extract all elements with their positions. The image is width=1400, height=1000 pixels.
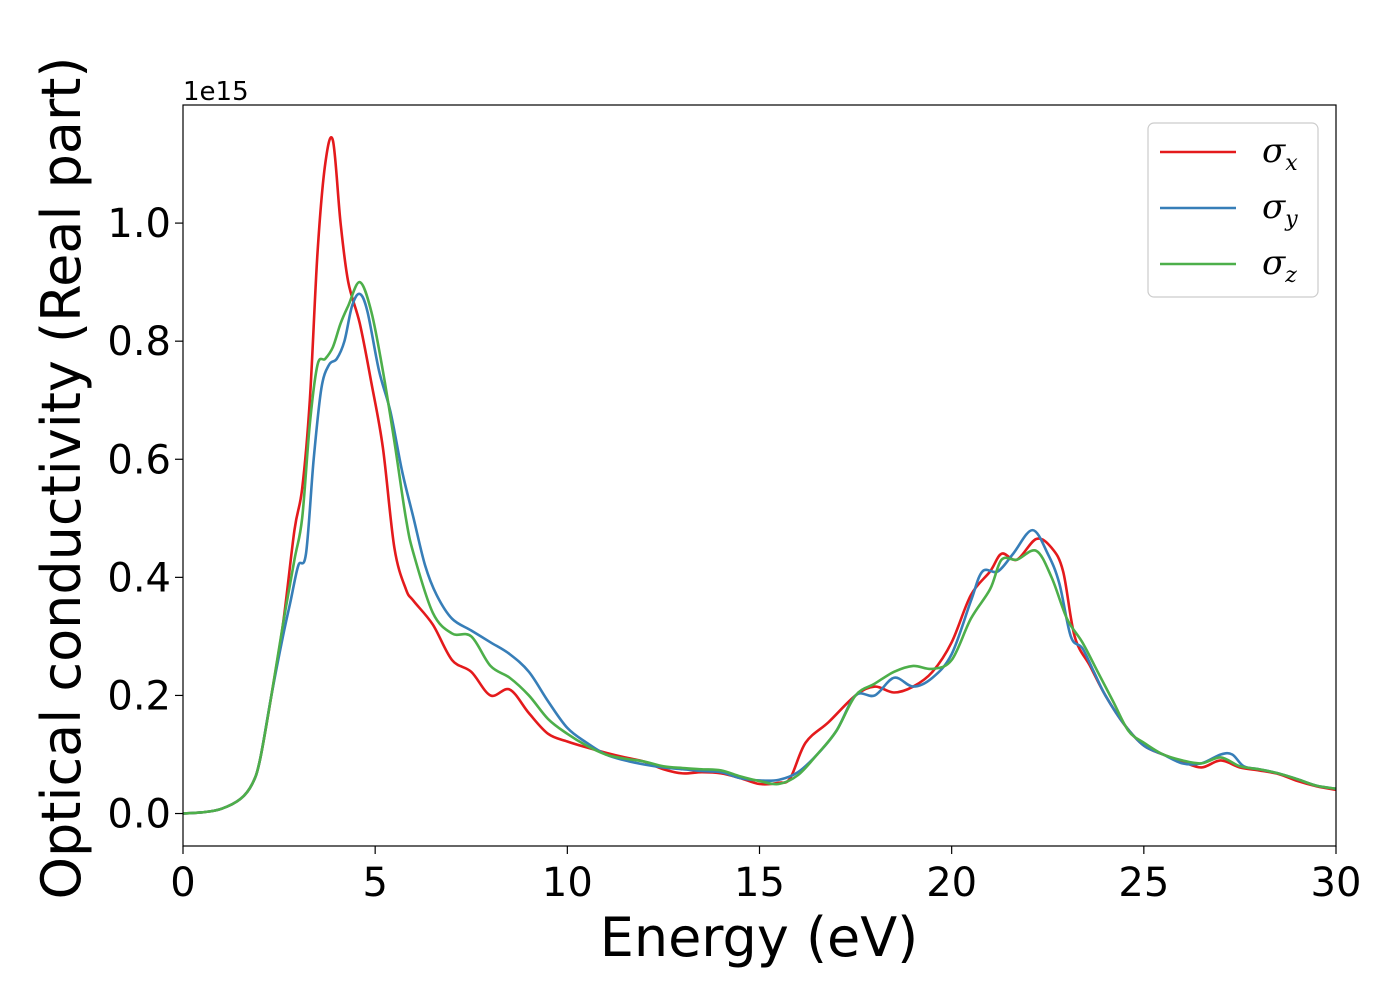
y-tick-label: 1.0 xyxy=(107,201,171,247)
x-tick-label: 25 xyxy=(1118,860,1169,906)
series-layer xyxy=(183,136,1336,815)
legend-symbol: σ xyxy=(1262,243,1286,283)
series-line-z xyxy=(183,280,1336,815)
legend-subscript: z xyxy=(1284,263,1297,288)
legend-symbol: σ xyxy=(1262,131,1286,171)
y-tick-label: 0.8 xyxy=(107,319,171,365)
x-tick-label: 10 xyxy=(542,860,593,906)
y-axis-label: Optical conductivity (Real part) xyxy=(30,57,93,900)
x-tick-label: 15 xyxy=(734,860,785,906)
y-axis-ticks: 0.0 0.2 0.4 0.6 0.8 1.0 xyxy=(107,201,183,838)
x-axis-label: Energy (eV) xyxy=(600,906,919,969)
x-axis-ticks: 0 5 10 15 20 25 30 xyxy=(170,846,1361,906)
legend-subscript: x xyxy=(1285,151,1298,176)
legend-label-y: σy xyxy=(1262,187,1298,232)
series-line-y xyxy=(183,292,1336,815)
legend-label-z: σz xyxy=(1262,243,1297,288)
legend-symbol: σ xyxy=(1262,187,1286,227)
y-axis-offset-label: 1e15 xyxy=(183,77,249,107)
x-tick-label: 20 xyxy=(926,860,977,906)
y-tick-label: 0.0 xyxy=(107,792,171,838)
x-tick-label: 0 xyxy=(170,860,195,906)
x-tick-label: 5 xyxy=(362,860,387,906)
y-tick-label: 0.4 xyxy=(107,555,171,601)
x-tick-label: 30 xyxy=(1311,860,1362,906)
y-tick-label: 0.6 xyxy=(107,437,171,483)
legend-label-x: σx xyxy=(1262,131,1298,176)
y-tick-label: 0.2 xyxy=(107,673,171,719)
legend-subscript: y xyxy=(1284,207,1298,232)
legend-frame xyxy=(1147,122,1319,298)
